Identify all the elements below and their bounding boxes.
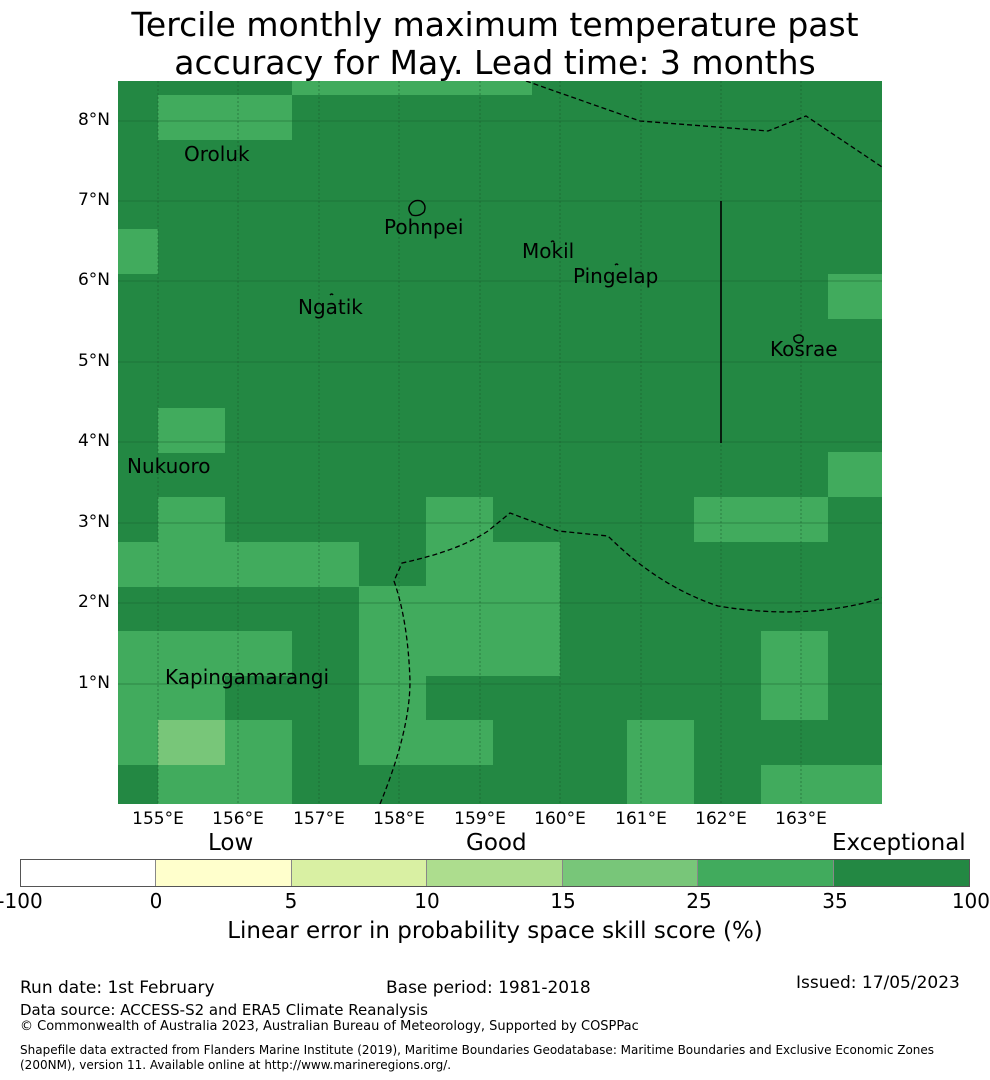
x-tick-label: 156°E <box>212 809 264 829</box>
skill-cell <box>828 452 882 497</box>
legend-category-low: Low <box>208 830 254 856</box>
x-tick-label: 159°E <box>454 809 506 829</box>
place-label-ngatik: Ngatik <box>298 295 363 319</box>
skill-cell <box>426 542 560 587</box>
skill-map: Oroluk Pohnpei Mokil Pingelap Ngatik Kos… <box>118 81 882 804</box>
base-period: Base period: 1981-2018 <box>386 978 591 998</box>
x-tick-label: 158°E <box>373 809 425 829</box>
place-label-pohnpei: Pohnpei <box>384 215 464 239</box>
legend-category-exceptional: Exceptional <box>832 830 966 856</box>
colorbar-segment <box>156 860 292 886</box>
title-line-2: accuracy for May. Lead time: 3 months <box>174 43 816 82</box>
y-tick-label: 6°N <box>77 270 110 290</box>
skill-cell <box>158 765 292 804</box>
x-tick-label: 160°E <box>534 809 586 829</box>
skill-cell <box>118 720 158 765</box>
skill-cell <box>426 497 493 542</box>
colorbar-tick: 100 <box>951 889 990 913</box>
map-background <box>118 81 882 804</box>
x-tick-label: 163°E <box>775 809 827 829</box>
skill-cell <box>118 676 225 721</box>
y-tick-label: 8°N <box>77 110 110 130</box>
y-tick-label: 1°N <box>77 673 110 693</box>
pohnpei-island-icon <box>408 199 426 217</box>
colorbar-tick: 0 <box>149 889 163 913</box>
skill-cell <box>359 676 426 721</box>
skill-cell <box>359 586 560 631</box>
data-source: Data source: ACCESS-S2 and ERA5 Climate … <box>20 1001 428 1019</box>
run-date: Run date: 1st February <box>20 978 215 998</box>
colorbar-tick: 10 <box>414 889 440 913</box>
x-tick-label: 155°E <box>132 809 184 829</box>
colorbar-tick: 5 <box>284 889 298 913</box>
colorbar-tick: -100 <box>0 889 43 913</box>
x-tick-label: 161°E <box>615 809 667 829</box>
skill-cell <box>694 497 828 542</box>
y-tick-label: 2°N <box>77 592 110 612</box>
skill-cell <box>761 631 828 720</box>
colorbar-title: Linear error in probability space skill … <box>227 918 763 944</box>
colorbar-segment <box>291 860 428 886</box>
kosrae-island-icon <box>793 334 804 344</box>
colorbar-segment <box>427 860 563 886</box>
skill-cell <box>627 720 694 804</box>
x-tick-label: 162°E <box>695 809 747 829</box>
shapefile-credit-line-1: Shapefile data extracted from Flanders M… <box>20 1043 935 1057</box>
colorbar-tick: 35 <box>822 889 848 913</box>
y-tick-label: 3°N <box>77 512 110 532</box>
skill-cell <box>158 497 225 542</box>
colorbar-tick: 15 <box>550 889 576 913</box>
map-gridlines <box>118 81 882 804</box>
colorbar <box>20 859 970 887</box>
colorbar-segment <box>833 860 969 886</box>
pingelap-island-icon <box>614 263 619 266</box>
skill-cell <box>118 631 292 676</box>
issued-date: Issued: 17/05/2023 <box>796 973 960 993</box>
colorbar-segment <box>562 860 699 886</box>
copyright: © Commonwealth of Australia 2023, Austra… <box>20 1019 639 1034</box>
skill-cell <box>828 274 882 319</box>
place-label-kosrae: Kosrae <box>770 337 838 361</box>
y-tick-label: 4°N <box>77 431 110 451</box>
place-label-nukuoro: Nukuoro <box>127 454 211 478</box>
skill-cell <box>359 720 493 765</box>
mokil-island-icon <box>550 240 555 243</box>
shapefile-credit-line-2: (200NM), version 11. Available online at… <box>20 1058 452 1072</box>
skill-cell <box>158 408 225 453</box>
ngatik-island-icon <box>329 293 334 296</box>
skill-cell <box>359 631 560 676</box>
colorbar-tick: 25 <box>686 889 712 913</box>
island-outlines <box>329 199 804 344</box>
skill-cell <box>158 95 292 140</box>
skill-cell <box>225 720 292 765</box>
title-line-1: Tercile monthly maximum temperature past <box>131 5 859 44</box>
place-label-pingelap: Pingelap <box>573 264 658 288</box>
skill-cell <box>158 720 225 765</box>
place-label-oroluk: Oroluk <box>184 142 250 166</box>
y-tick-label: 5°N <box>77 351 110 371</box>
skill-cell <box>118 542 359 587</box>
skill-cell <box>761 765 882 804</box>
y-tick-label: 7°N <box>77 190 110 210</box>
eez-boundary-north <box>525 81 882 168</box>
page-title: Tercile monthly maximum temperature past… <box>0 6 990 82</box>
place-label-kapingamarangi: Kapingamarangi <box>165 665 329 689</box>
colorbar-segment <box>698 860 834 886</box>
colorbar-segment <box>21 860 157 886</box>
place-label-mokil: Mokil <box>522 239 574 263</box>
legend-category-good: Good <box>466 830 527 856</box>
skill-cell <box>118 229 158 274</box>
eez-boundaries <box>379 81 882 804</box>
x-tick-label: 157°E <box>293 809 345 829</box>
skill-cell <box>292 81 532 95</box>
